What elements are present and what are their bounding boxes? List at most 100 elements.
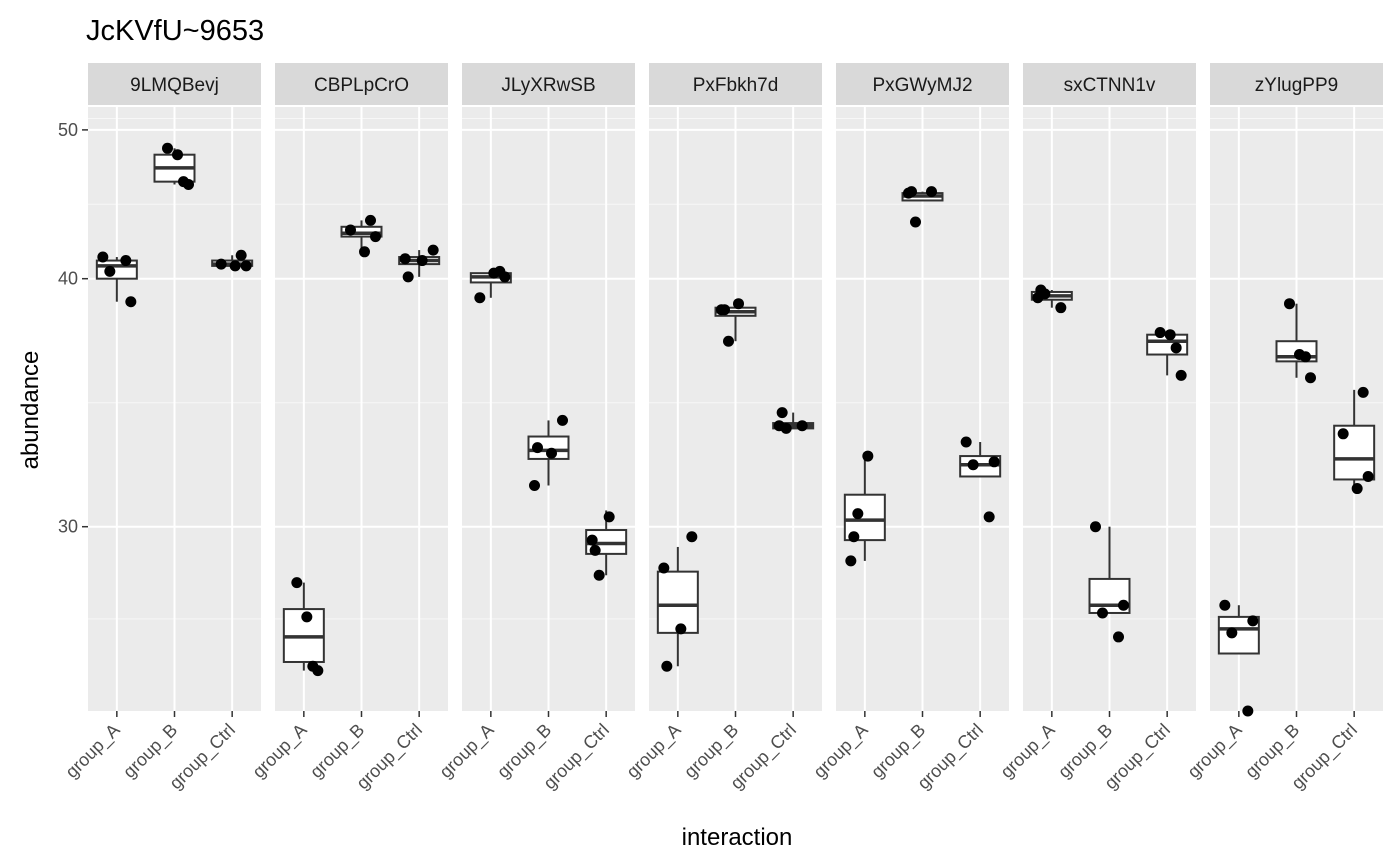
data-point xyxy=(416,255,428,267)
facet-strip-label: sxCTNN1v xyxy=(1064,75,1156,96)
data-point xyxy=(845,555,857,567)
data-point xyxy=(658,562,670,574)
data-point xyxy=(1175,369,1187,381)
y-tick-label: 30 xyxy=(58,517,78,537)
data-point xyxy=(1247,615,1259,627)
x-tick-label: group_A xyxy=(435,720,498,783)
data-point xyxy=(862,450,874,462)
data-point xyxy=(1055,302,1067,314)
box xyxy=(656,570,699,634)
data-point xyxy=(240,260,252,272)
data-point xyxy=(926,186,937,198)
data-point xyxy=(235,249,247,261)
data-point xyxy=(172,149,183,161)
facet-strip-label: zYlugPP9 xyxy=(1255,75,1338,96)
data-point xyxy=(183,178,194,190)
data-point xyxy=(365,214,376,226)
data-point xyxy=(529,480,540,492)
data-point xyxy=(229,260,241,272)
y-tick-label: 50 xyxy=(58,120,78,140)
data-point xyxy=(967,459,979,471)
data-point xyxy=(1362,470,1374,482)
data-point xyxy=(586,534,598,546)
data-point xyxy=(780,422,792,434)
data-point xyxy=(474,292,486,304)
box xyxy=(1217,615,1260,655)
data-point xyxy=(215,258,227,270)
facet-strip xyxy=(1210,63,1383,105)
data-point xyxy=(960,436,972,448)
data-point xyxy=(345,224,356,236)
data-point xyxy=(402,271,414,283)
data-point xyxy=(983,511,995,523)
data-point xyxy=(1154,327,1166,339)
data-point xyxy=(675,623,687,635)
data-point xyxy=(903,187,914,199)
data-point xyxy=(1219,599,1231,611)
box xyxy=(1333,424,1376,481)
data-point xyxy=(1113,631,1124,643)
x-tick-label: group_A xyxy=(248,720,311,783)
facet-strip xyxy=(649,63,822,105)
facet-strip-label: JLyXRwSB xyxy=(501,75,595,96)
data-point xyxy=(1164,329,1176,341)
data-point xyxy=(125,296,137,308)
facet-strip-label: 9LMQBevj xyxy=(130,75,219,96)
facet-strip xyxy=(1023,63,1196,105)
data-point xyxy=(1242,705,1254,717)
data-point xyxy=(1090,521,1101,533)
data-point xyxy=(120,255,132,267)
box xyxy=(95,259,138,280)
data-point xyxy=(499,271,511,283)
chart-title: JcKVfU~9653 xyxy=(86,15,264,47)
x-axis-label: interaction xyxy=(682,824,793,851)
data-point xyxy=(716,304,727,316)
data-point xyxy=(988,456,1000,468)
data-point xyxy=(1337,428,1349,440)
data-point xyxy=(686,531,698,543)
data-point xyxy=(1294,349,1305,361)
data-point xyxy=(1305,372,1316,384)
facet-strip-label: PxGWyMJ2 xyxy=(872,75,972,96)
data-point xyxy=(557,414,568,426)
data-point xyxy=(852,508,864,520)
data-point xyxy=(312,665,324,677)
data-point xyxy=(848,531,860,543)
facet-strip xyxy=(275,63,448,105)
data-point xyxy=(1226,627,1238,639)
data-point xyxy=(796,420,808,432)
data-point xyxy=(1097,607,1108,619)
data-point xyxy=(546,447,557,459)
x-tick-label: group_A xyxy=(1183,720,1246,783)
data-point xyxy=(1118,599,1129,611)
data-point xyxy=(910,216,921,228)
data-point xyxy=(589,544,601,556)
data-point xyxy=(1284,298,1295,310)
data-point xyxy=(488,267,500,279)
data-point xyxy=(359,246,370,258)
facet-strip-label: CBPLpCrO xyxy=(314,75,409,96)
data-point xyxy=(427,244,439,256)
data-point xyxy=(603,511,615,523)
data-point xyxy=(399,253,411,265)
data-point xyxy=(733,298,744,310)
x-tick-label: group_A xyxy=(996,720,1059,783)
y-axis-label: abundance xyxy=(17,351,44,470)
data-point xyxy=(1039,288,1051,300)
data-point xyxy=(532,442,543,454)
data-point xyxy=(291,577,303,589)
y-tick-label: 40 xyxy=(58,269,78,289)
data-point xyxy=(370,231,381,243)
x-tick-label: group_A xyxy=(622,720,685,783)
data-point xyxy=(104,265,116,277)
data-point xyxy=(97,251,109,263)
